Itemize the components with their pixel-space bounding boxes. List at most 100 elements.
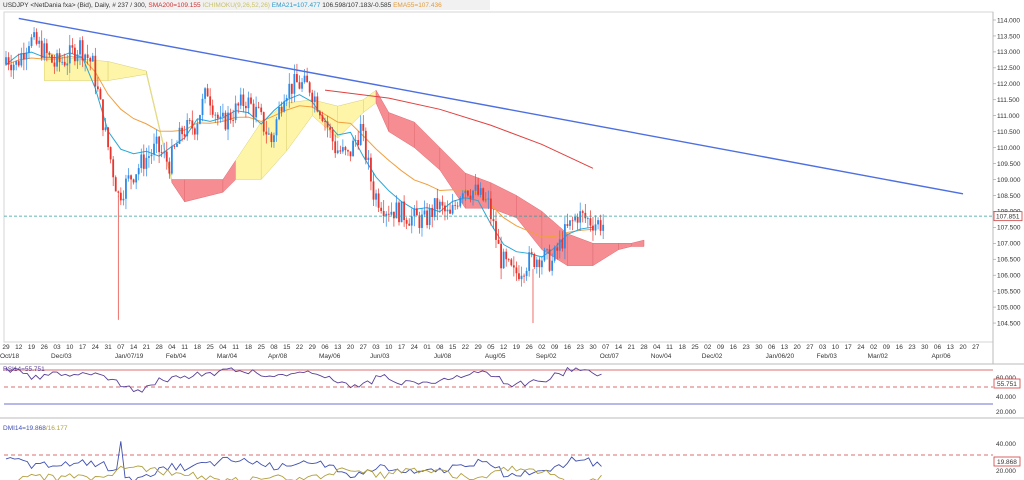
candle-body — [222, 112, 224, 117]
candle-body — [459, 198, 462, 207]
candle-body — [201, 98, 204, 116]
candle-body — [86, 54, 89, 58]
candle-body — [61, 61, 64, 63]
candle-body — [413, 208, 416, 217]
current-price-tag-text: 107.851 — [996, 213, 1020, 220]
time-tick-day: 29 — [475, 344, 483, 351]
candle-body — [288, 83, 291, 99]
dmi-tick-20: 20.000 — [996, 468, 1016, 475]
candle-body — [142, 154, 145, 169]
time-tick-day: 18 — [194, 344, 202, 351]
time-tick-day: 16 — [730, 344, 738, 351]
time-tick-day: 30 — [921, 344, 929, 351]
time-tick-day: 28 — [640, 344, 648, 351]
candle-body — [188, 119, 191, 121]
candle-body — [250, 97, 252, 104]
time-tick-month: Feb/04 — [166, 353, 187, 360]
price-tick-label: 105.500 — [997, 288, 1021, 295]
candle-body — [482, 188, 485, 201]
candle-body — [130, 175, 132, 180]
candle-body — [331, 129, 334, 142]
time-tick-day: 17 — [845, 344, 853, 351]
candle-body — [561, 239, 564, 249]
candle-body — [153, 143, 155, 155]
dmi-plus-line — [5, 441, 602, 480]
candle-body — [43, 43, 46, 59]
candle-body — [127, 175, 130, 179]
candle-body — [173, 146, 176, 148]
price-tick-label: 106.500 — [997, 257, 1021, 264]
candle-body — [68, 45, 71, 64]
candle-body — [94, 55, 97, 87]
candle-body — [563, 224, 566, 249]
time-tick-day: 30 — [755, 344, 763, 351]
rsi-line — [5, 366, 602, 393]
candle-body — [510, 259, 513, 266]
candle-body — [387, 213, 390, 215]
candle-body — [7, 57, 10, 65]
time-tick-day: 11 — [181, 344, 188, 351]
candle-body — [576, 216, 579, 223]
candle-body — [12, 64, 15, 71]
candle-body — [267, 133, 270, 135]
candle-body — [382, 210, 385, 217]
time-tick-day: 10 — [66, 344, 74, 351]
candle-body — [74, 47, 76, 62]
candle-body — [191, 120, 194, 129]
rsi-tick-40: 40.000 — [996, 394, 1016, 401]
time-tick-day: 08 — [436, 344, 444, 351]
candle-body — [359, 123, 362, 145]
candle-body — [375, 193, 377, 200]
rsi-label: RSI14=55.751 — [3, 366, 45, 373]
time-tick-day: 20 — [347, 344, 355, 351]
candle-body — [592, 225, 594, 231]
time-tick-day: 06 — [321, 344, 329, 351]
candle-body — [99, 89, 102, 100]
time-tick-day: 21 — [143, 344, 151, 351]
candle-body — [56, 53, 58, 67]
candle-body — [209, 96, 212, 106]
candle-body — [385, 213, 388, 217]
candle-body — [176, 143, 178, 147]
candle-body — [497, 239, 500, 244]
time-tick-day: 14 — [615, 344, 623, 351]
candle-body — [183, 134, 186, 137]
candle-body — [421, 214, 423, 228]
candle-body — [10, 64, 13, 71]
candle-body — [354, 140, 357, 141]
candle-body — [211, 105, 214, 115]
candle-body — [214, 114, 217, 116]
candle-body — [454, 204, 457, 206]
trendline — [18, 17, 964, 195]
candle-body — [372, 181, 375, 200]
candle-body — [40, 40, 43, 59]
candle-body — [63, 61, 66, 66]
rsi-value-tag-text: 55.751 — [997, 381, 1017, 388]
time-tick-day: 08 — [270, 344, 278, 351]
candle-body — [298, 82, 301, 89]
price-tick-label: 112.000 — [997, 81, 1020, 88]
candle-body — [584, 212, 587, 219]
candle-body — [239, 94, 242, 106]
candle-body — [515, 267, 518, 274]
candle-body — [112, 159, 115, 178]
candle-body — [548, 249, 551, 271]
time-tick-month: Mar/02 — [868, 353, 889, 360]
candle-body — [89, 57, 92, 62]
time-tick-day: 14 — [130, 344, 138, 351]
candle-body — [533, 254, 536, 268]
price-tick-label: 113.000 — [997, 49, 1020, 56]
header-symbol: USDJPY <NetDania fxa> (Bid), Daily, # 23… — [3, 2, 442, 9]
candle-body — [296, 74, 298, 83]
time-tick-day: 25 — [207, 344, 215, 351]
candle-body — [512, 265, 515, 268]
price-tick-label: 109.000 — [997, 177, 1021, 184]
candle-body — [502, 251, 505, 269]
time-tick-day: 20 — [794, 344, 802, 351]
candle-body — [543, 250, 546, 261]
time-tick-day: 23 — [577, 344, 585, 351]
candle-body — [418, 215, 421, 228]
candle-body — [234, 103, 237, 121]
candle-body — [431, 207, 434, 217]
